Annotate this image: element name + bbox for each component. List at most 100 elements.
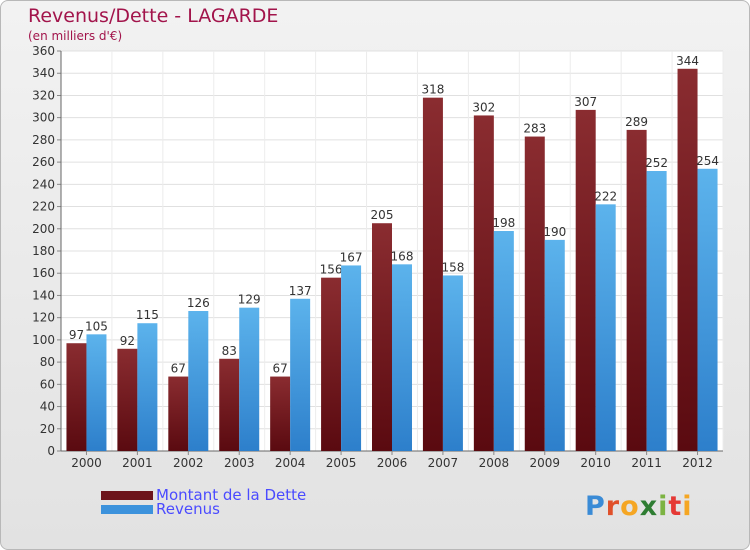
data-label: 168 bbox=[391, 249, 414, 263]
logo-letter: i bbox=[658, 491, 669, 522]
bar-revenus bbox=[646, 171, 667, 451]
x-tick-label: 2012 bbox=[682, 456, 713, 470]
y-tick-label: 260 bbox=[32, 155, 55, 169]
x-tick-label: 2001 bbox=[122, 456, 153, 470]
bar-dette bbox=[626, 129, 647, 451]
x-tick-label: 2011 bbox=[631, 456, 662, 470]
y-tick-label: 320 bbox=[32, 88, 55, 102]
data-label: 97 bbox=[69, 328, 84, 342]
data-label: 190 bbox=[543, 225, 566, 239]
x-tick-label: 2004 bbox=[275, 456, 306, 470]
data-label: 137 bbox=[289, 284, 312, 298]
y-tick-label: 140 bbox=[32, 288, 55, 302]
bar-revenus bbox=[86, 334, 107, 451]
y-tick-label: 40 bbox=[40, 400, 55, 414]
bar-dette bbox=[473, 115, 494, 451]
proxiti-logo: Proxiti bbox=[585, 491, 693, 522]
data-label: 205 bbox=[371, 208, 394, 222]
logo-letter: P bbox=[585, 491, 606, 522]
logo-letter: x bbox=[639, 491, 659, 522]
bar-revenus bbox=[392, 264, 412, 451]
bar-dette bbox=[372, 223, 392, 451]
y-tick-label: 220 bbox=[32, 200, 55, 214]
logo-letter: r bbox=[605, 491, 621, 522]
data-label: 222 bbox=[594, 189, 617, 203]
logo-letter: t bbox=[668, 491, 683, 522]
bar-revenus bbox=[595, 204, 616, 451]
bar-dette bbox=[270, 376, 291, 451]
data-label: 302 bbox=[472, 100, 495, 114]
y-tick-label: 180 bbox=[32, 244, 55, 258]
bar-revenus bbox=[239, 307, 260, 451]
bar-revenus bbox=[544, 239, 565, 451]
bar-dette bbox=[219, 358, 240, 451]
data-label: 126 bbox=[187, 296, 210, 310]
bar-dette bbox=[575, 109, 596, 451]
y-tick-label: 300 bbox=[32, 111, 55, 125]
bar-dette bbox=[117, 348, 138, 451]
bar-dette bbox=[321, 277, 342, 451]
data-label: 252 bbox=[645, 156, 668, 170]
y-tick-label: 120 bbox=[32, 311, 55, 325]
y-tick-label: 280 bbox=[32, 133, 55, 147]
x-tick-label: 2000 bbox=[71, 456, 102, 470]
data-label: 156 bbox=[320, 263, 343, 277]
x-tick-label: 2003 bbox=[224, 456, 255, 470]
legend-item-dette: Montant de la Dette bbox=[101, 486, 307, 504]
data-label: 318 bbox=[421, 83, 444, 97]
y-tick-label: 80 bbox=[40, 355, 55, 369]
data-label: 198 bbox=[492, 216, 515, 230]
data-label: 307 bbox=[574, 95, 597, 109]
bar-revenus bbox=[188, 311, 209, 451]
y-tick-label: 360 bbox=[32, 44, 55, 58]
bar-revenus bbox=[137, 323, 158, 451]
data-label: 67 bbox=[273, 362, 288, 376]
y-tick-label: 340 bbox=[32, 66, 55, 80]
x-tick-label: 2006 bbox=[377, 456, 408, 470]
bar-dette bbox=[168, 376, 189, 451]
logo-letter: o bbox=[620, 491, 640, 522]
data-label: 344 bbox=[676, 54, 699, 68]
data-label: 158 bbox=[441, 260, 464, 274]
bar-revenus bbox=[493, 231, 514, 451]
legend-swatch-revenus bbox=[101, 504, 153, 514]
data-label: 129 bbox=[238, 293, 261, 307]
data-label: 115 bbox=[136, 308, 159, 322]
bar-revenus bbox=[442, 275, 463, 451]
bar-dette bbox=[677, 68, 698, 452]
data-label: 105 bbox=[85, 319, 108, 333]
data-label: 254 bbox=[696, 154, 719, 168]
legend-label-revenus: Revenus bbox=[156, 500, 220, 518]
data-label: 283 bbox=[523, 122, 546, 136]
data-label: 167 bbox=[340, 250, 363, 264]
bar-dette bbox=[524, 136, 545, 452]
y-tick-label: 200 bbox=[32, 222, 55, 236]
y-tick-label: 160 bbox=[32, 266, 55, 280]
data-label: 83 bbox=[222, 344, 237, 358]
x-tick-label: 2009 bbox=[529, 456, 560, 470]
y-tick-label: 20 bbox=[40, 422, 55, 436]
data-label: 92 bbox=[120, 334, 135, 348]
logo-letter: i bbox=[682, 491, 693, 522]
chart-subtitle: (en milliers d'€) bbox=[28, 29, 123, 43]
x-tick-label: 2005 bbox=[326, 456, 357, 470]
y-tick-label: 100 bbox=[32, 333, 55, 347]
x-tick-label: 2010 bbox=[580, 456, 611, 470]
y-tick-label: 0 bbox=[47, 444, 55, 458]
x-tick-label: 2007 bbox=[428, 456, 459, 470]
legend-label-dette: Montant de la Dette bbox=[156, 486, 307, 504]
x-tick-label: 2008 bbox=[479, 456, 510, 470]
y-tick-label: 240 bbox=[32, 177, 55, 191]
y-tick-label: 60 bbox=[40, 377, 55, 391]
chart-title: Revenus/Dette - LAGARDE bbox=[28, 5, 279, 27]
data-label: 67 bbox=[171, 362, 186, 376]
bar-dette bbox=[66, 343, 87, 451]
x-tick-label: 2002 bbox=[173, 456, 204, 470]
data-label: 289 bbox=[625, 115, 648, 129]
bar-revenus bbox=[697, 168, 718, 451]
legend-item-revenus: Revenus bbox=[101, 500, 220, 518]
bar-dette bbox=[422, 97, 443, 452]
bar-revenus bbox=[290, 298, 311, 451]
